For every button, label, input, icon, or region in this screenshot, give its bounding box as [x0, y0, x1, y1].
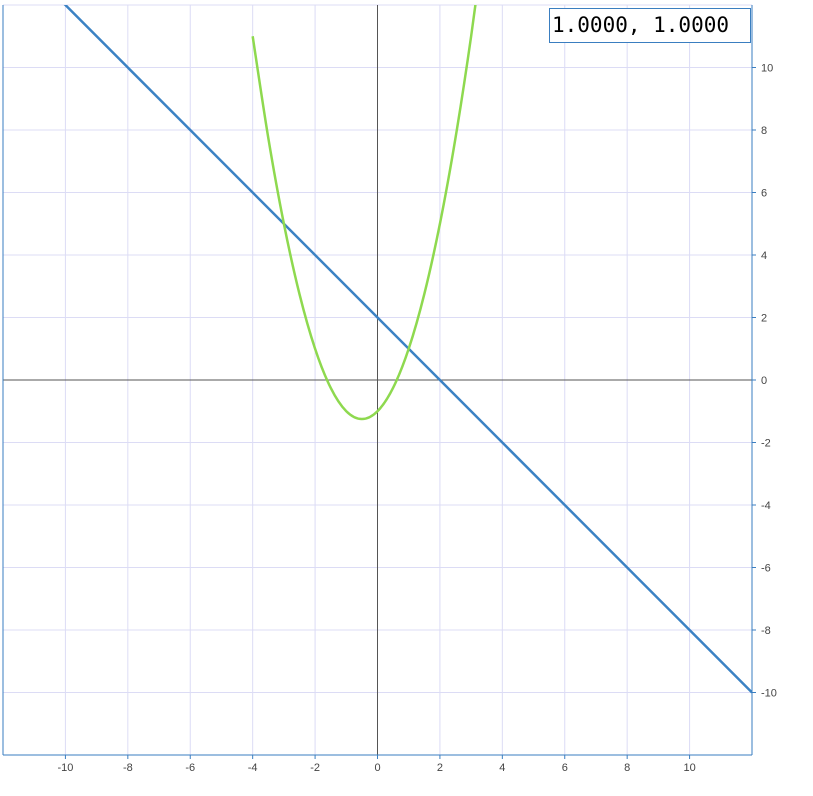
y-tick-label: -2	[761, 438, 771, 450]
axes	[3, 5, 756, 759]
x-tick-label: -10	[57, 762, 73, 774]
y-tick-label: 8	[761, 125, 767, 137]
y-tick-label: 10	[761, 63, 773, 75]
y-tick-label: -6	[761, 563, 771, 575]
y-tick-label: 0	[761, 375, 767, 387]
x-tick-label: 6	[562, 762, 568, 774]
x-tick-label: -2	[310, 762, 320, 774]
x-tick-label: 2	[437, 762, 443, 774]
y-tick-labels: -10 -8 -6 -4 -2 0 2 4 6 8 10	[761, 63, 777, 700]
x-tick-label: 4	[499, 762, 505, 774]
x-tick-label: 10	[683, 762, 695, 774]
y-tick-label: -4	[761, 500, 771, 512]
y-tick-label: 2	[761, 313, 767, 325]
curves	[63, 5, 752, 694]
x-tick-label: -4	[248, 762, 258, 774]
x-tick-label: 0	[374, 762, 380, 774]
x-tick-label: -8	[123, 762, 133, 774]
plot-frame	[2, 5, 753, 756]
series-line-1	[63, 5, 752, 694]
x-tick-label: 8	[624, 762, 630, 774]
y-tick-label: 6	[761, 188, 767, 200]
y-tick-label: -10	[761, 688, 777, 700]
series-line-2	[251, 5, 477, 421]
y-tick-label: -8	[761, 625, 771, 637]
coordinate-readout: 1.0000, 1.0000	[549, 8, 751, 43]
x-tick-labels: -10 -8 -6 -4 -2 0 2 4 6 8 10	[57, 762, 695, 774]
y-tick-label: 4	[761, 250, 767, 262]
x-tick-label: -6	[185, 762, 195, 774]
